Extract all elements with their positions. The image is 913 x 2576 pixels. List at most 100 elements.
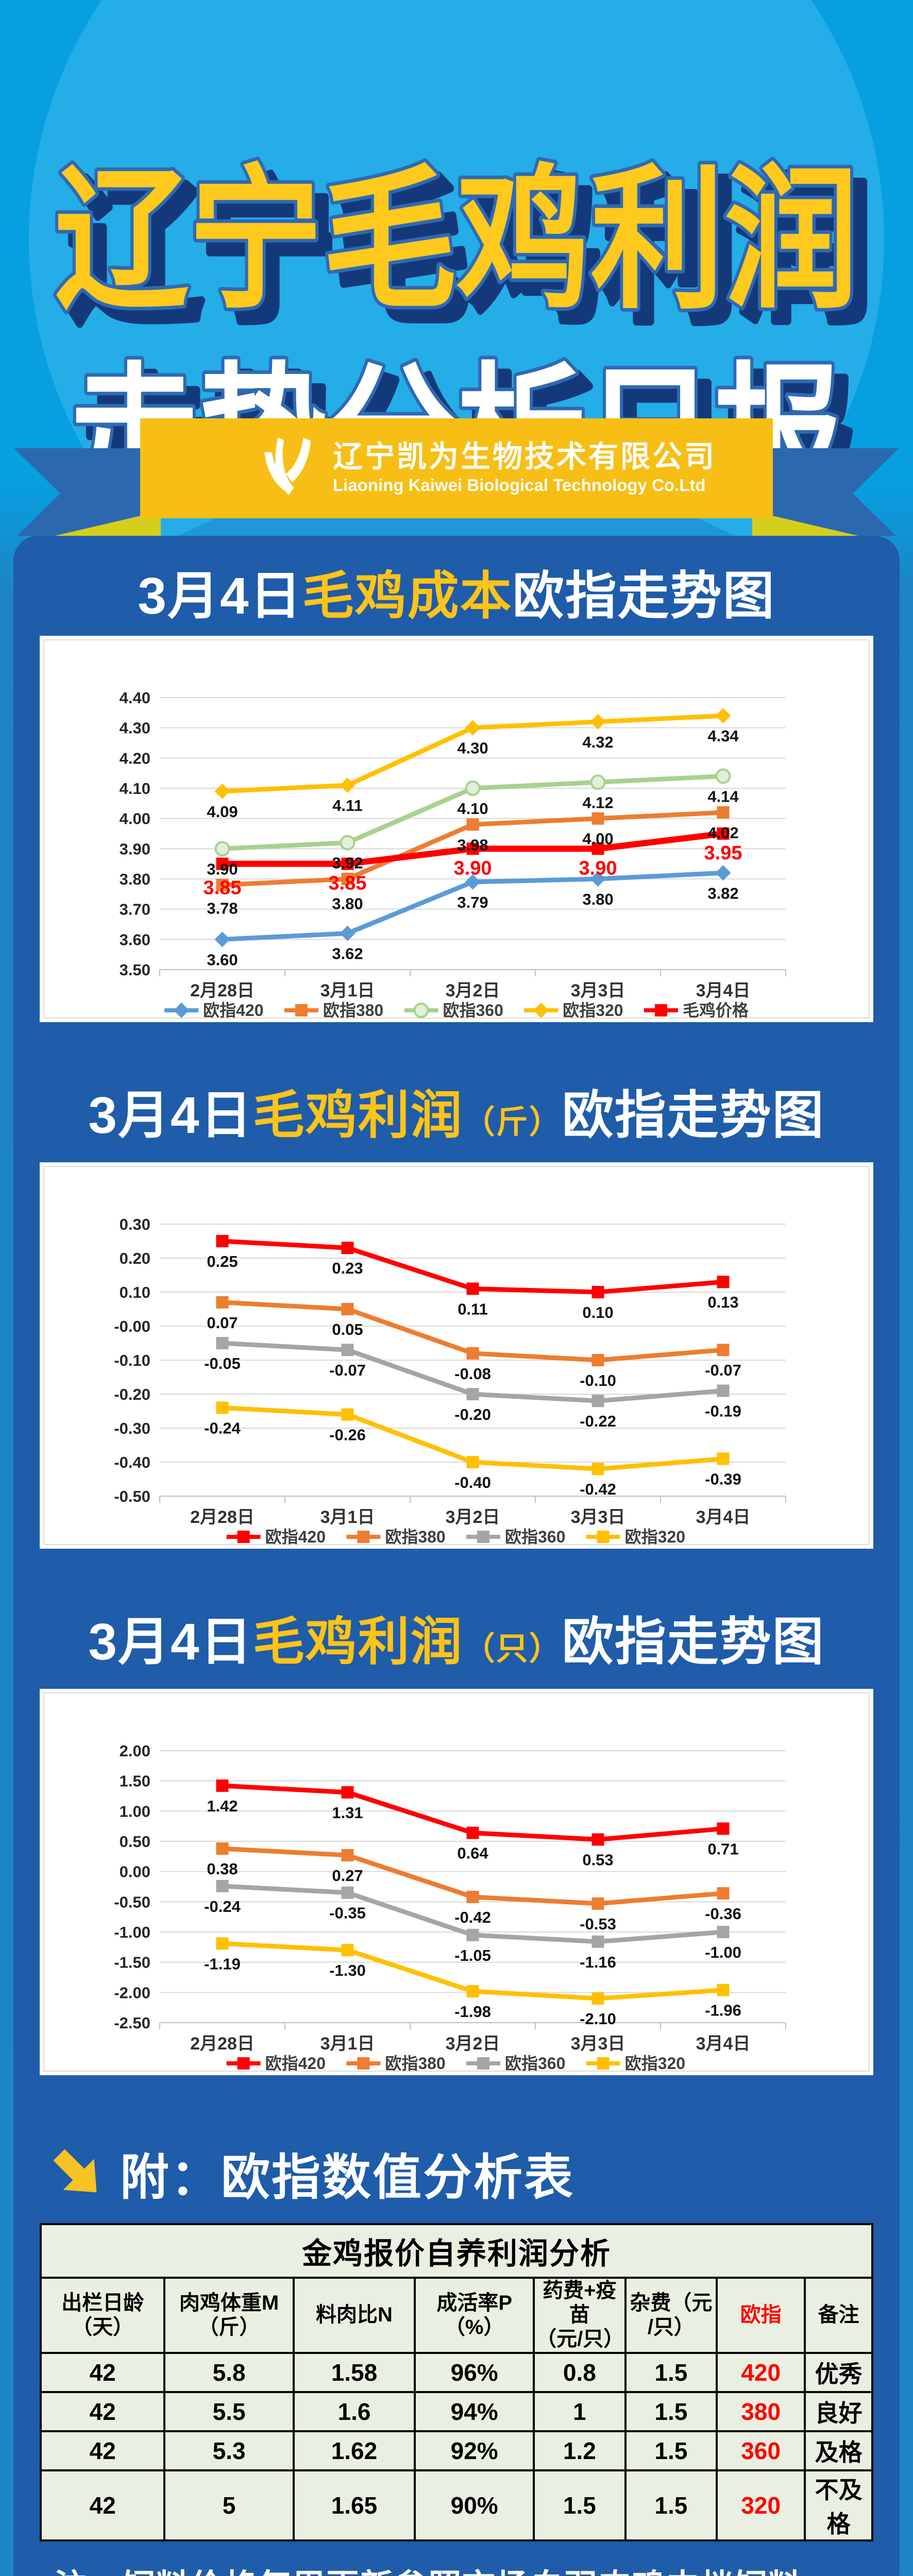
data-point-marker [477,2057,489,2070]
data-point-marker [597,2057,610,2070]
section-title-part: 3月4日 [88,1613,253,1671]
data-point-marker [591,1354,604,1366]
series-欧指380 [216,1296,730,1366]
section-title-part: 欧指走势图 [512,567,775,625]
main-title-line1: 辽宁毛鸡利润 [55,154,858,327]
legend: 欧指420 欧指380 欧指360 欧指320 [226,1528,685,1546]
y-axis-tick-label: 4.00 [120,810,150,828]
y-axis-tick-label: -0.40 [114,1453,150,1471]
legend-label: 欧指420 [265,1528,326,1546]
legend-label: 欧指360 [505,1528,565,1546]
table-cell: 1.2 [533,2430,627,2471]
data-point-marker [591,1992,604,2005]
data-point-marker [174,1003,190,1018]
data-point-label: 4.10 [457,800,488,818]
y-axis-tick-label: -0.30 [114,1419,150,1437]
data-point-label: -0.53 [580,1915,616,1933]
table-cell: 1.5 [624,2430,718,2471]
table-cell: 92% [414,2430,535,2471]
data-point-label: 3.85 [204,877,242,899]
data-point-label: -1.19 [204,1955,241,1973]
table-cell: 1.5 [624,2391,718,2432]
legend-label: 欧指420 [203,1001,263,1020]
table-column-header: 料肉比N [292,2277,416,2354]
y-axis-tick-label: 4.40 [120,689,150,707]
x-axis-category-label: 3月4日 [696,1507,751,1527]
section-title-profit-per-jin-chart: 3月4日毛鸡利润（斤）欧指走势图 [40,1085,873,1153]
table-row: 42 5.8 1.58 96% 0.8 1.5 420 优秀 [39,2351,873,2393]
table-cell: 5.5 [163,2391,295,2432]
data-point-label: 3.60 [207,951,238,969]
chart-card-profit-jin: 0.30 0.20 0.10 -0.00 -0.10 -0.20 -0.30 -0.40 -0.… [40,1162,873,1549]
data-point-label: -0.10 [580,1371,616,1389]
data-point-marker [357,1531,370,1543]
series-欧指380 [216,806,730,891]
series-欧指320 [214,708,731,799]
x-axis-category-label: 3月3日 [571,1507,625,1527]
data-point-label: -0.42 [580,1480,616,1498]
table-column-header: 杂费（元 /只） [624,2277,718,2354]
y-axis-tick-label: -2.50 [114,2014,150,2032]
data-point-label: 0.10 [582,1303,613,1321]
data-point-label: -0.24 [204,1897,241,1916]
data-point-label: -0.39 [705,1470,741,1488]
data-point-marker [591,1833,604,1846]
y-axis-tick-label: -0.10 [114,1351,150,1369]
data-point-marker [466,1826,479,1839]
data-point-label: 4.30 [457,739,488,757]
data-point-label: 0.23 [332,1259,363,1277]
data-point-marker [341,1786,354,1799]
series-欧指320 [216,1401,730,1476]
x-axis-category-label: 3月2日 [446,981,500,1001]
table-row: 42 5.5 1.6 94% 1 1.5 380 良好 [39,2391,873,2432]
data-point-marker [216,1235,229,1247]
table-cell: 优秀 [804,2351,873,2393]
y-axis-tick-label: -0.50 [114,1487,150,1505]
data-point-label: -0.26 [329,1426,366,1444]
data-point-marker [341,857,354,870]
table-column-header: 成活率P （%） [414,2277,535,2354]
data-point-marker [717,806,730,819]
data-point-marker [466,842,479,855]
data-point-marker [590,714,606,730]
chart-card-cost: 4.40 4.30 4.20 4.10 4.00 3.90 3.80 3.70 3.60 3.50… [40,636,873,1022]
y-axis-tick-label: -0.50 [114,1893,150,1911]
series-毛鸡价格 [216,827,730,870]
y-axis-tick-label: 4.30 [120,719,150,737]
table-cell: 96% [414,2351,535,2393]
data-labels: 0.25 0.07 -0.05 -0.24 0.23 0.05 -0.07 -0.26 0.11… [204,1252,741,1498]
data-point-marker [466,818,479,831]
main-panel: 3月4日毛鸡成本欧指走势图 4.40 4.30 4.20 4.10 4.00 3.90 3.… [13,536,900,2576]
table-row: 42 5 1.65 90% 1.5 1.5 320 不及格 [39,2469,873,2541]
data-point-marker [466,1928,479,1941]
profit-analysis-table: 金鸡报价自养利润分析 出栏日龄 （天） 肉鸡体重M （斤） 料肉比N 成活率P （%）药… [39,2223,873,2541]
data-point-marker [214,931,230,947]
data-point-marker [597,1531,610,1543]
data-point-label: 0.27 [332,1867,363,1885]
y-axis-tick-label: 3.90 [120,840,150,858]
data-point-marker [591,1286,604,1298]
data-point-marker [214,783,230,799]
y-axis-tick-label: 1.00 [120,1802,150,1820]
data-point-label: -0.42 [454,1908,491,1926]
data-point-label: 3.90 [579,857,617,879]
table-cell: 42 [39,2430,166,2471]
data-point-label: 0.38 [207,1860,238,1878]
y-axis-tick-label: 3.80 [120,870,150,888]
header: 辽宁毛鸡利润 辽宁毛鸡利润 走势分析日报 走势分析日报 辽宁凯为生物技术有限公司… [0,0,913,536]
y-axis-tick-label: -0.00 [114,1317,150,1335]
data-point-label: 0.13 [707,1293,738,1311]
table-column-header: 欧指 [716,2277,806,2354]
data-labels: 4.093.903.853.783.604.113.923.853.803.62… [204,727,742,969]
data-point-label: -1.98 [454,2003,491,2021]
data-point-marker [341,1242,354,1255]
chart-border [43,1692,870,2072]
data-point-marker [341,1944,354,1957]
x-axis-category-label: 3月4日 [696,981,751,1001]
data-point-marker [465,720,481,736]
data-point-marker [341,873,354,885]
data-point-label: 3.90 [207,860,238,878]
y-axis-tick-label: 0.00 [120,1863,150,1881]
series-欧指360 [216,1337,730,1408]
data-point-label: 3.95 [704,842,742,864]
